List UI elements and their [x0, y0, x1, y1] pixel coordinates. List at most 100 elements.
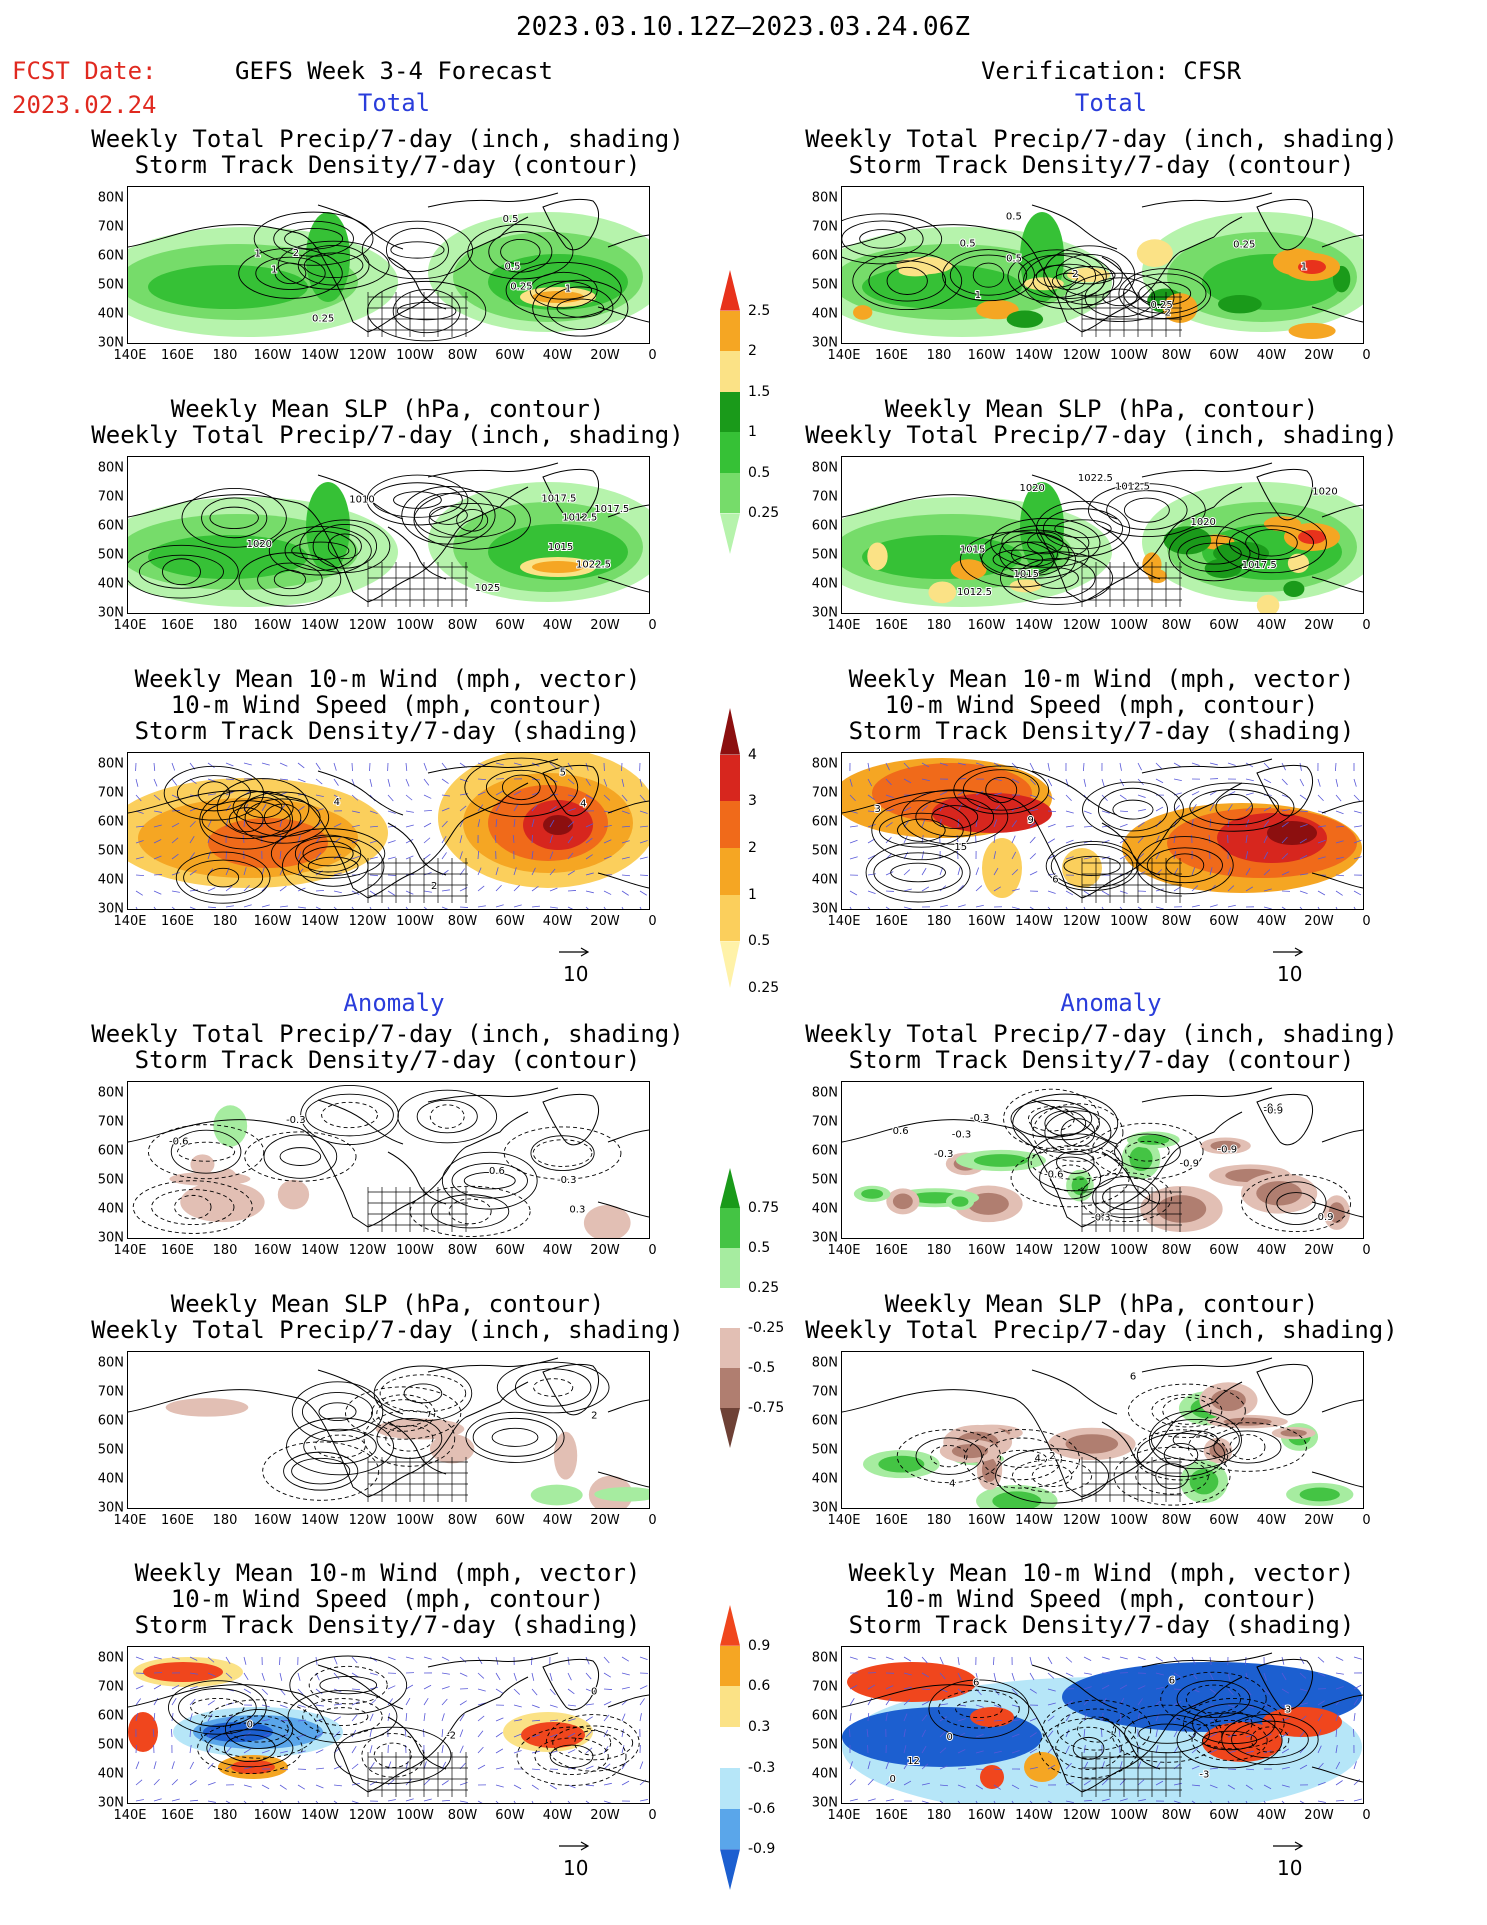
colorbar-cell: [720, 754, 740, 802]
map-canvas: -0.9-0.6-0.3-0.3-0.9-0.6-0.30.90.6-0.3-0…: [842, 1087, 1363, 1233]
colorbar-label: -0.25: [748, 1320, 785, 1336]
contour-label: 1015: [1013, 569, 1038, 580]
lon-label: 140E: [113, 1808, 147, 1823]
lat-label: 40N: [811, 1201, 838, 1217]
colorbar-label: 0.5: [748, 933, 771, 950]
panel-title-line: Weekly Total Precip/7-day (inch, shading…: [805, 1316, 1398, 1344]
lon-label: 180: [212, 914, 238, 929]
lon-label: 40W: [1256, 1243, 1287, 1258]
map-canvas: -2 0 0: [128, 1652, 649, 1803]
lon-label: 160W: [253, 1808, 292, 1823]
lat-label: 30N: [97, 901, 124, 917]
lon-label: 20W: [1304, 618, 1334, 633]
colorbar-cell: [720, 432, 740, 473]
map-panel-v-precip-total: 2 0.5 1 0.5 0.25 0.25 1 0.5 2: [841, 186, 1364, 344]
lat-label: 70N: [811, 1384, 838, 1400]
lon-label: 100W: [1110, 348, 1148, 363]
section-anomaly-right: Anomaly: [1060, 989, 1162, 1017]
model-title: GEFS Week 3-4 Forecast: [235, 57, 553, 85]
lon-label: 40W: [1256, 1808, 1287, 1823]
lat-label: 80N: [97, 460, 124, 476]
lon-label: 180: [926, 1808, 952, 1823]
contour-label: 2: [1049, 1451, 1055, 1462]
lat-label: 30N: [97, 605, 124, 621]
contour-label: 0: [247, 1720, 253, 1731]
lat-label: 70N: [811, 489, 838, 505]
lon-label: 160W: [967, 1808, 1006, 1823]
lon-label: 160W: [967, 1243, 1006, 1258]
contour-label: 4: [1034, 1454, 1040, 1465]
map-panel-v-precip-anom: -0.9 -0.6 -0.3 -0.3 -0.9 -0.6 -0.3 0.9 0.6 -0.3 -0…: [841, 1081, 1364, 1239]
contour-label: -0.9: [1218, 1145, 1238, 1156]
lon-label: 120W: [348, 1243, 387, 1258]
lon-label: 160E: [874, 1808, 909, 1823]
colorbar-cell: [720, 1368, 740, 1408]
lat-label: 30N: [97, 1500, 124, 1516]
contour-label: 0.5: [503, 214, 519, 225]
contour-label: 0: [890, 1774, 896, 1785]
lat-label: 40N: [97, 576, 124, 592]
colorbar-precip-anom: [720, 1168, 740, 1448]
map-canvas: 10201017.510151012.51022.51012.510201015…: [842, 462, 1363, 613]
lat-label: 80N: [97, 190, 124, 206]
colorbar-cell: [720, 941, 740, 988]
lon-label: 140W: [1015, 914, 1053, 929]
contour-label: 1015: [548, 542, 573, 553]
lat-label: 30N: [97, 1795, 124, 1811]
colorbar-cell: [720, 1767, 740, 1809]
lat-label: 80N: [97, 1085, 124, 1101]
lon-label: 160W: [253, 1243, 292, 1258]
colorbar-precip-total: [720, 270, 740, 554]
reference-vector: 10: [1271, 938, 1305, 986]
contour-label: 1012.5: [1115, 482, 1150, 493]
lat-label: 50N: [97, 1737, 124, 1753]
colorbar-label: -0.5: [748, 1360, 776, 1376]
panel-title-line: Weekly Total Precip/7-day (inch, shading…: [91, 1020, 684, 1048]
contour-label: 0.5: [504, 261, 520, 272]
panel-title-line: Storm Track Density/7-day (shading): [848, 1611, 1355, 1639]
panel-title-line: Weekly Total Precip/7-day (inch, shading…: [91, 1316, 684, 1344]
lon-label: 0: [1362, 1808, 1371, 1823]
lon-label: 120W: [348, 1513, 387, 1528]
colorbar-cell: [720, 1808, 740, 1850]
contour-label: -0.3: [952, 1130, 972, 1141]
contour-label: 1017.5: [541, 493, 576, 504]
contour-label: 1012.5: [957, 587, 992, 598]
colorbar-label: -0.9: [748, 1841, 776, 1858]
contour-label: 3: [874, 804, 880, 815]
colorbar-cell: [720, 472, 740, 514]
map-panel-f-slp-anom: 2: [127, 1351, 650, 1509]
contour-label: 1: [271, 264, 277, 275]
contour-label: 0.5: [1006, 253, 1022, 264]
contour-label: 1: [565, 284, 571, 295]
lon-label: 80W: [447, 1243, 478, 1258]
lon-label: 140E: [827, 348, 861, 363]
lat-label: 60N: [97, 518, 124, 534]
lon-label: 180: [926, 348, 952, 363]
lat-label: 50N: [97, 1172, 124, 1188]
lon-label: 140E: [827, 618, 861, 633]
lon-label: 160W: [967, 1513, 1006, 1528]
lat-label: 70N: [97, 219, 124, 235]
lon-label: 20W: [590, 914, 620, 929]
panel-title-line: Weekly Mean SLP (hPa, contour): [884, 395, 1319, 423]
lon-label: 0: [1362, 1513, 1371, 1528]
map-panel-v-slp-total: 1020 1017.5 1015 1012.5 1022.5 1012.5 1020 1015…: [841, 456, 1364, 614]
lon-label: 40W: [542, 618, 573, 633]
lon-label: 120W: [1062, 914, 1101, 929]
colorbar-label: 0.5: [748, 1240, 771, 1256]
lon-label: 160W: [967, 348, 1006, 363]
lon-label: 60W: [1209, 1808, 1239, 1823]
lon-label: 180: [212, 618, 238, 633]
lat-label: 30N: [811, 335, 838, 351]
panel-title-line: Storm Track Density/7-day (contour): [134, 1046, 641, 1074]
lon-label: 100W: [396, 1243, 434, 1258]
lat-label: 80N: [811, 1355, 838, 1371]
reference-vector-label: 10: [563, 1856, 589, 1880]
contour-label: 1020: [1190, 517, 1215, 528]
lat-label: 80N: [811, 1085, 838, 1101]
lon-label: 20W: [590, 1243, 620, 1258]
arrow-icon: [1273, 1841, 1304, 1851]
colorbar-label: 4: [748, 746, 757, 763]
lat-label: 40N: [97, 1471, 124, 1487]
